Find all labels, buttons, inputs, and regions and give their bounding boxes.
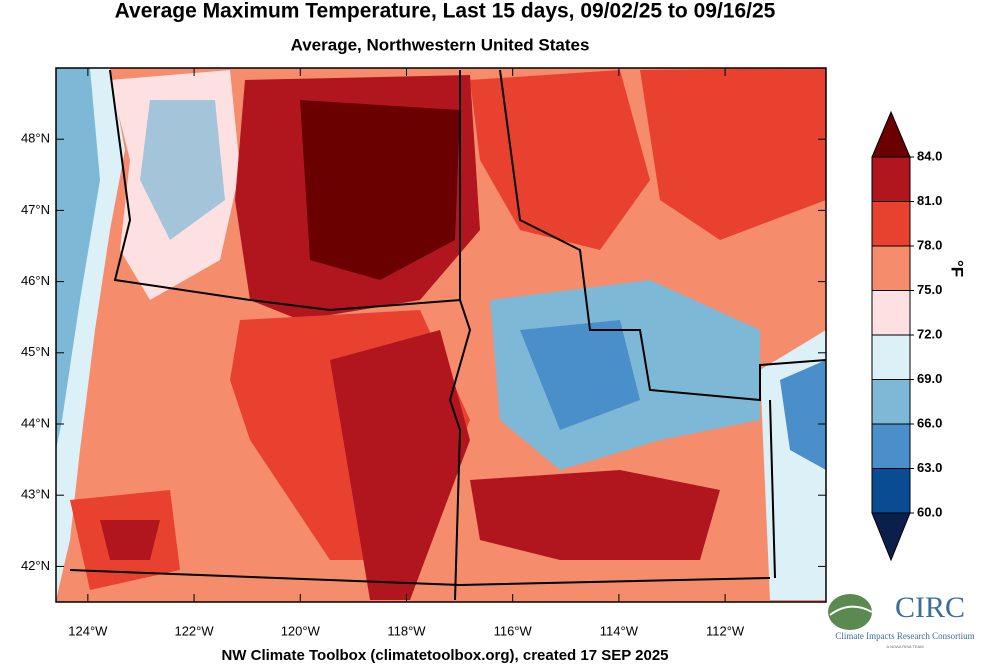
lat-tick-label: 48°N: [21, 131, 50, 146]
colorbar-tick-label: 75.0: [917, 282, 942, 297]
map-frame: [55, 67, 827, 603]
logo: CIRC Climate Impacts Research Consortium…: [828, 591, 975, 649]
colorbar-tick-label: 81.0: [917, 193, 942, 208]
footer: NW Climate Toolbox (climatetoolbox.org),…: [221, 647, 668, 664]
lon-tick-label: 116°W: [494, 623, 533, 638]
colorbar-bin: [871, 245, 911, 291]
map-raster: [56, 68, 826, 602]
title: Average Maximum Temperature, Last 15 day…: [115, 0, 776, 23]
lon-tick-label: 122°W: [174, 623, 214, 638]
colorbar-bin: [871, 290, 911, 336]
lat-tick-label: 42°N: [21, 558, 50, 573]
lon-tick-label: 124°W: [68, 623, 108, 638]
colorbar-unit: °F: [948, 260, 967, 277]
state-borders: [69, 69, 827, 601]
lat-tick-label: 47°N: [21, 202, 50, 217]
subtitle: Average, Northwestern United States: [291, 35, 590, 54]
lat-tick-label: 43°N: [21, 487, 50, 502]
lon-tick-label: 112°W: [706, 623, 745, 638]
colorbar-tick-label: 63.0: [917, 460, 942, 475]
lat-tick-label: 46°N: [21, 273, 50, 288]
colorbar-bin: [871, 468, 911, 514]
colorbar-tick-label: 69.0: [917, 371, 942, 386]
lat-tick-label: 45°N: [21, 344, 50, 359]
colorbar-bin: [871, 156, 911, 202]
colorbar-under: [871, 512, 911, 562]
colorbar-tick-label: 78.0: [917, 237, 942, 252]
lat-tick-label: 44°N: [21, 415, 50, 430]
colorbar-over: [871, 110, 911, 158]
logo-tagline: A NOAA RISA TEAM: [886, 644, 923, 649]
colorbar-bin: [871, 379, 911, 425]
colorbar-tick-label: 66.0: [917, 415, 942, 430]
colorbar-tick-label: 60.0: [917, 504, 942, 519]
colorbar-tick-label: 72.0: [917, 326, 942, 341]
colorbar-bin: [871, 201, 911, 247]
logo-name: CIRC: [895, 591, 965, 624]
colorbar-bin: [871, 334, 911, 380]
lon-tick-label: 118°W: [387, 623, 426, 638]
lon-tick-label: 114°W: [600, 623, 639, 638]
lon-tick-label: 120°W: [281, 623, 321, 638]
colorbar-bin: [871, 423, 911, 469]
logo-full-name: Climate Impacts Research Consortium: [835, 631, 974, 641]
colorbar-tick-label: 84.0: [917, 148, 942, 163]
